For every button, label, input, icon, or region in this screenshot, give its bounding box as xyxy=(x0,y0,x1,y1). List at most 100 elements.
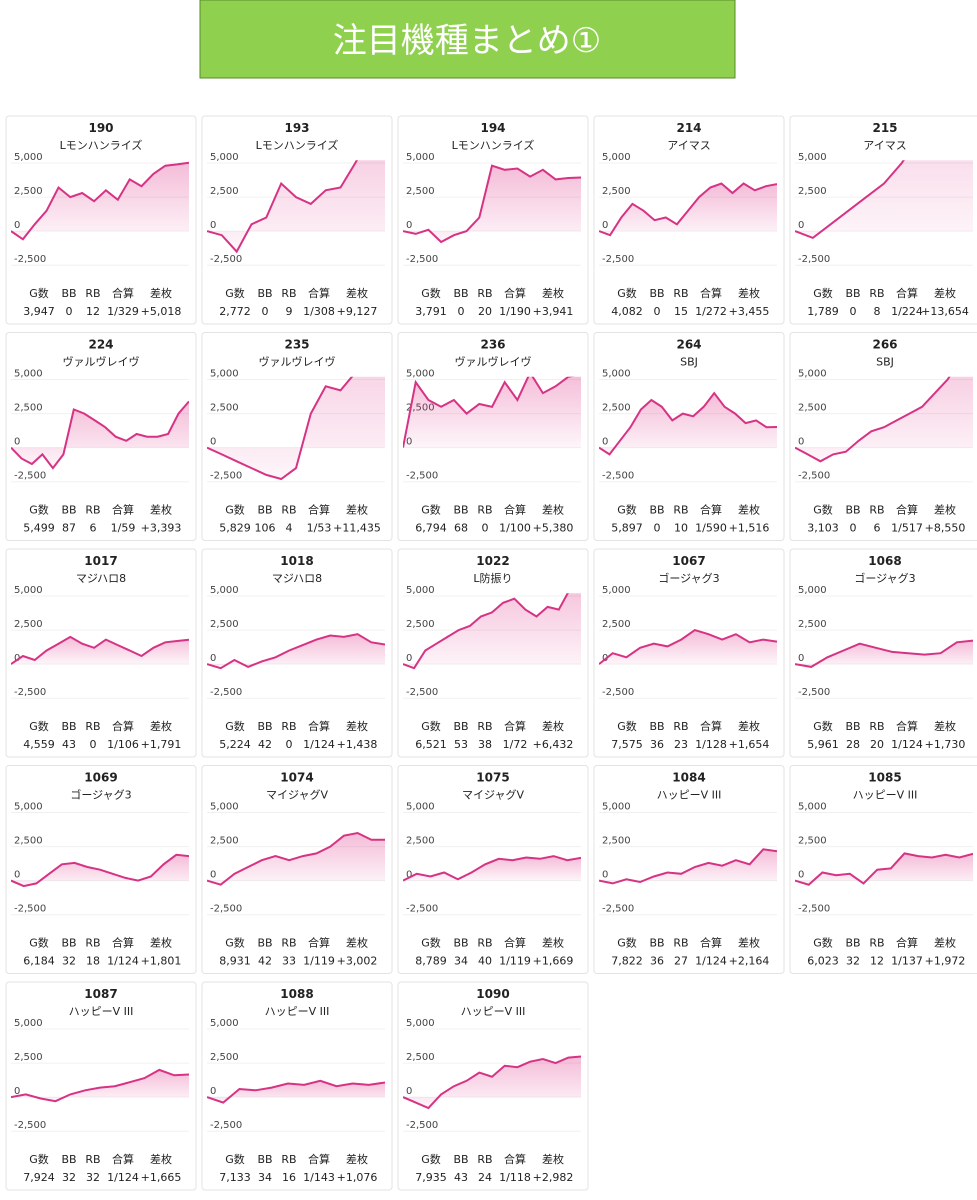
stat-label: 合算 xyxy=(112,286,134,300)
stat-value: 1/517 xyxy=(891,522,923,535)
line xyxy=(795,639,973,668)
stat-label: RB xyxy=(477,937,492,950)
stat-value: 0 xyxy=(850,522,857,535)
area xyxy=(403,165,581,242)
stat-value: 1/72 xyxy=(503,738,528,751)
line xyxy=(207,1079,385,1104)
stat-label: 合算 xyxy=(308,503,330,517)
stat-value: 38 xyxy=(478,738,492,751)
stat-label: RB xyxy=(281,287,296,300)
card: 1084 ハッピーV III 5,000 2,500 0 -2,500 G数 7,822 BB 3… xyxy=(593,765,785,974)
stat-label: G数 xyxy=(421,937,441,950)
stat-value: 28 xyxy=(846,738,860,751)
card-name: ヴァルヴレイヴ xyxy=(259,355,336,369)
stat-value: 42 xyxy=(258,955,272,968)
stat-value: +3,393 xyxy=(141,522,182,535)
y-tick-label: 2,500 xyxy=(798,186,827,197)
stat-label: RB xyxy=(85,937,100,950)
stat-label: RB xyxy=(281,937,296,950)
y-tick-label: 5,000 xyxy=(406,369,435,380)
line xyxy=(207,376,354,481)
stat-value: +13,654 xyxy=(921,305,969,318)
stat-value: 12 xyxy=(870,955,884,968)
y-tick-label: 5,000 xyxy=(602,802,631,813)
stat-value: 1,789 xyxy=(807,305,839,318)
stat-label: 合算 xyxy=(700,503,722,517)
stat-value: 7,924 xyxy=(23,1171,55,1184)
area xyxy=(599,630,777,665)
card-number: 1075 xyxy=(476,771,509,785)
stat-value: 27 xyxy=(674,955,688,968)
stat-value: 43 xyxy=(62,738,76,751)
stat-label: RB xyxy=(477,1153,492,1166)
stat-label: 差枚 xyxy=(346,503,368,517)
header-title: 注目機種まとめ① xyxy=(333,21,601,61)
stat-value: 20 xyxy=(478,305,492,318)
stat-value: 5,224 xyxy=(219,738,251,751)
stat-value: 1/124 xyxy=(303,738,335,751)
y-tick-label: -2,500 xyxy=(406,1120,438,1131)
card-name: マジハロ8 xyxy=(76,572,126,585)
card-number: 1088 xyxy=(280,987,313,1001)
card: 1085 ハッピーV III 5,000 2,500 0 -2,500 G数 6,023 BB 3… xyxy=(789,765,977,974)
y-tick-label: 2,500 xyxy=(406,1052,435,1063)
y-tick-label: 2,500 xyxy=(798,403,827,414)
stat-label: G数 xyxy=(617,720,637,733)
area xyxy=(599,183,777,236)
card: 266 SBJ 5,000 2,500 0 -2,500 G数 3,103 BB 0 RB 6 合算 1/… xyxy=(789,332,977,541)
stat-label: 合算 xyxy=(896,503,918,517)
line xyxy=(599,391,777,456)
stat-label: 合算 xyxy=(700,936,722,950)
y-tick-label: 2,500 xyxy=(406,186,435,197)
card-number: 1017 xyxy=(84,554,117,568)
stat-value: 1/190 xyxy=(499,305,531,318)
stat-label: 差枚 xyxy=(150,286,172,300)
stat-label: RB xyxy=(673,287,688,300)
card-name: ハッピーV III xyxy=(461,1005,526,1018)
y-tick-label: 0 xyxy=(406,653,412,664)
stat-value: 8 xyxy=(874,305,881,318)
y-tick-label: 0 xyxy=(210,220,216,231)
y-tick-label: -2,500 xyxy=(602,904,634,915)
y-tick-label: 0 xyxy=(14,437,20,448)
stat-value: 6 xyxy=(874,522,881,535)
stat-label: 合算 xyxy=(308,719,330,733)
line xyxy=(403,164,581,244)
stat-label: 合算 xyxy=(112,503,134,517)
stat-value: 1/137 xyxy=(891,955,923,968)
y-tick-label: -2,500 xyxy=(406,687,438,698)
card-number: 1022 xyxy=(476,554,509,568)
stat-value: +2,982 xyxy=(533,1171,574,1184)
stat-value: +1,791 xyxy=(141,738,182,751)
stat-value: 0 xyxy=(262,305,269,318)
stat-label: G数 xyxy=(29,287,49,300)
stat-label: 差枚 xyxy=(150,1152,172,1166)
card-number: 190 xyxy=(88,121,113,135)
stat-value: +9,127 xyxy=(337,305,378,318)
stat-label: 差枚 xyxy=(346,719,368,733)
stat-value: 1/119 xyxy=(499,955,531,968)
y-tick-label: 0 xyxy=(798,220,804,231)
stat-value: 7,575 xyxy=(611,738,643,751)
y-tick-label: 0 xyxy=(14,1086,20,1097)
line xyxy=(795,160,905,240)
y-tick-label: 2,500 xyxy=(406,619,435,630)
stat-label: BB xyxy=(649,504,664,517)
stat-value: 1/119 xyxy=(303,955,335,968)
card-number: 235 xyxy=(284,338,309,352)
card: 1090 ハッピーV III 5,000 2,500 0 -2,500 G数 7,935 BB 4… xyxy=(397,981,589,1191)
line xyxy=(207,160,358,254)
stat-label: BB xyxy=(61,937,76,950)
card-name: ゴージャグ3 xyxy=(854,571,915,585)
y-tick-label: 5,000 xyxy=(406,802,435,813)
stat-value: 16 xyxy=(282,1171,296,1184)
card: 235 ヴァルヴレイヴ 5,000 2,500 0 -2,500 G数 5,829 BB 106 R… xyxy=(201,332,393,541)
stat-value: 1/53 xyxy=(307,522,332,535)
stat-value: +1,516 xyxy=(729,522,770,535)
stat-value: 32 xyxy=(86,1171,100,1184)
card: 214 アイマス 5,000 2,500 0 -2,500 G数 4,082 BB 0 RB 15 合算… xyxy=(593,115,785,325)
stat-value: 1/590 xyxy=(695,522,727,535)
stat-value: 1/329 xyxy=(107,305,139,318)
stat-value: 4,559 xyxy=(23,738,55,751)
